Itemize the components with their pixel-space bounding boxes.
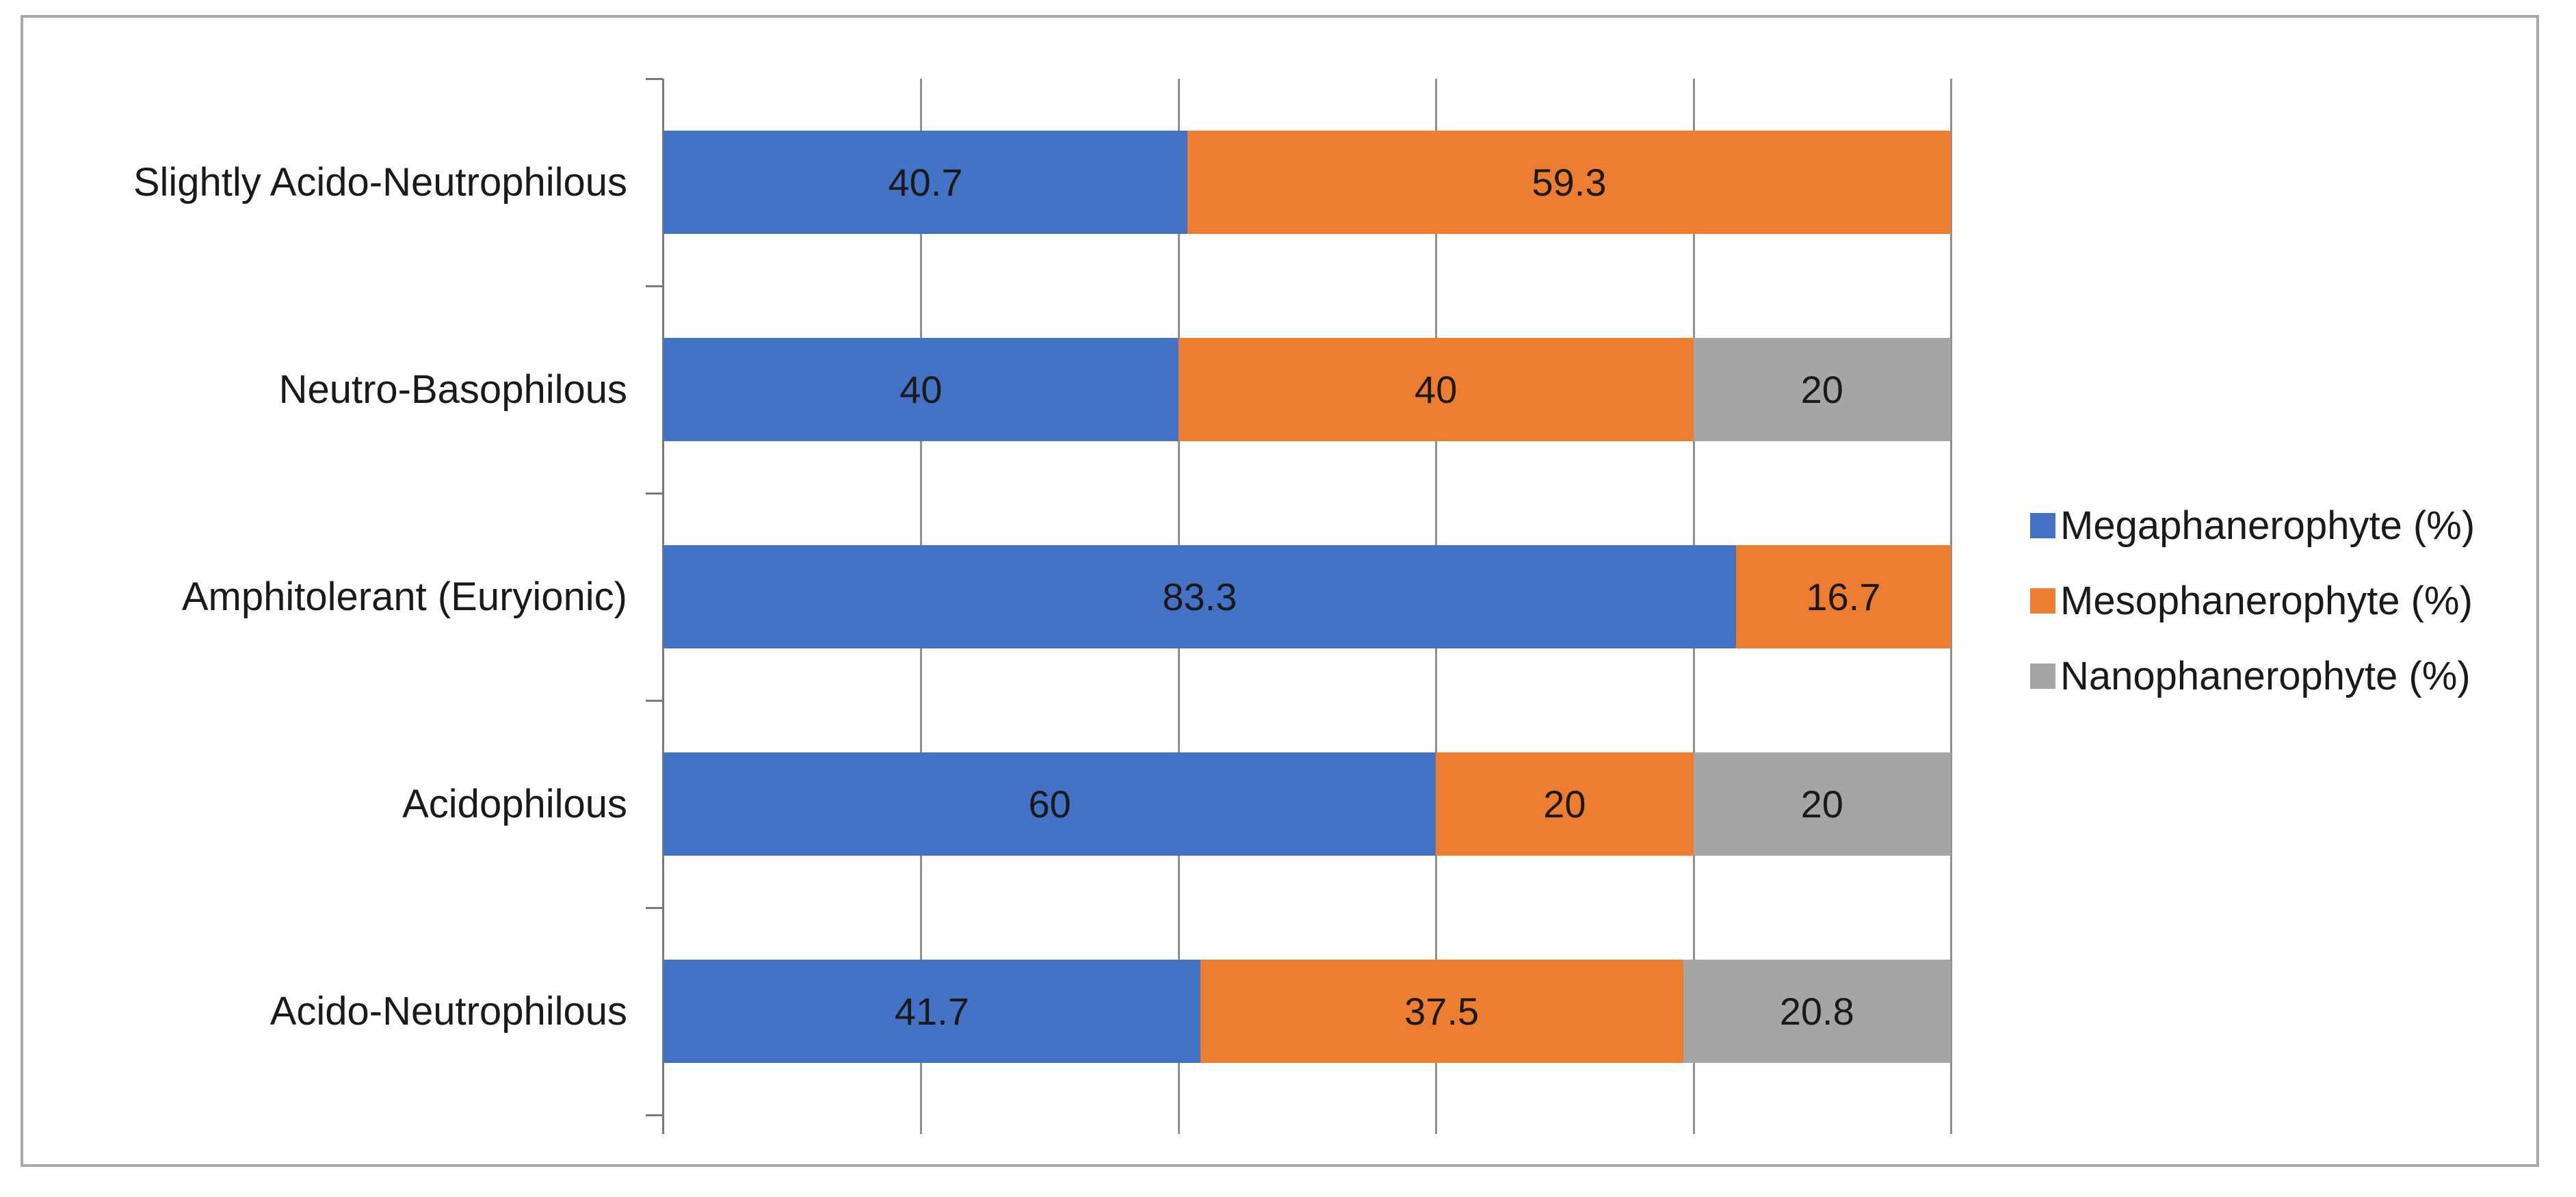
data-label: 20 <box>1543 782 1586 826</box>
category-label: Acido-Neutrophilous <box>270 989 627 1034</box>
axis-tick <box>646 285 663 287</box>
bar-segment: 20 <box>1693 752 1951 856</box>
bar-segment: 83.3 <box>663 545 1736 648</box>
data-label: 59.3 <box>1532 161 1607 204</box>
bar-row: 83.3 16.7 <box>663 545 1951 648</box>
legend-swatch-icon <box>2030 588 2055 614</box>
legend-swatch-icon <box>2030 663 2055 689</box>
legend-item: Nanophanerophyte (%) <box>2030 638 2475 713</box>
axis-tick <box>646 78 663 80</box>
bar-row: 60 20 20 <box>663 752 1951 856</box>
gridline-100 <box>1950 79 1952 1134</box>
data-label: 20 <box>1800 368 1843 411</box>
axis-tick <box>646 907 663 909</box>
data-label: 83.3 <box>1162 575 1237 618</box>
data-label: 20.8 <box>1779 990 1854 1033</box>
data-label: 20 <box>1800 782 1843 826</box>
axis-tick <box>646 1114 663 1116</box>
bar-segment: 20 <box>1693 338 1951 441</box>
bar-segment: 59.3 <box>1187 131 1951 234</box>
legend-label: Nanophanerophyte (%) <box>2060 653 2471 698</box>
axis-tick <box>646 492 663 495</box>
category-axis-line <box>662 79 664 1134</box>
data-label: 41.7 <box>894 990 969 1033</box>
bar-segment: 37.5 <box>1200 960 1683 1063</box>
bar-row: 41.7 37.5 20.8 <box>663 960 1951 1063</box>
legend: Megaphanerophyte (%) Mesophanerophyte (%)… <box>2030 488 2475 713</box>
data-label: 40.7 <box>888 161 963 204</box>
legend-item: Megaphanerophyte (%) <box>2030 488 2475 563</box>
bar-segment: 20.8 <box>1683 960 1951 1063</box>
legend-label: Mesophanerophyte (%) <box>2060 578 2473 623</box>
bar-row: 40 40 20 <box>663 338 1951 441</box>
data-label: 60 <box>1028 782 1071 826</box>
bar-segment: 16.7 <box>1735 545 1951 648</box>
category-label: Slightly Acido-Neutrophilous <box>133 160 627 205</box>
bar-segment: 41.7 <box>663 960 1200 1063</box>
bar-segment: 40 <box>1178 338 1694 441</box>
bar-segment: 40.7 <box>663 131 1187 234</box>
data-label: 40 <box>899 368 943 411</box>
bar-segment: 40 <box>663 338 1179 441</box>
data-label: 16.7 <box>1806 575 1881 618</box>
data-label: 37.5 <box>1404 990 1480 1033</box>
legend-item: Mesophanerophyte (%) <box>2030 563 2475 638</box>
category-label: Amphitolerant (Euryionic) <box>181 575 627 619</box>
bar-segment: 20 <box>1436 752 1694 856</box>
data-label: 40 <box>1415 368 1458 411</box>
category-label: Acidophilous <box>402 782 627 826</box>
axis-tick <box>646 700 663 702</box>
bar-row: 40.7 59.3 <box>663 131 1951 234</box>
legend-swatch-icon <box>2030 512 2055 538</box>
category-label: Neutro-Basophilous <box>278 367 627 412</box>
bar-segment: 60 <box>663 752 1436 856</box>
legend-label: Megaphanerophyte (%) <box>2060 503 2475 548</box>
